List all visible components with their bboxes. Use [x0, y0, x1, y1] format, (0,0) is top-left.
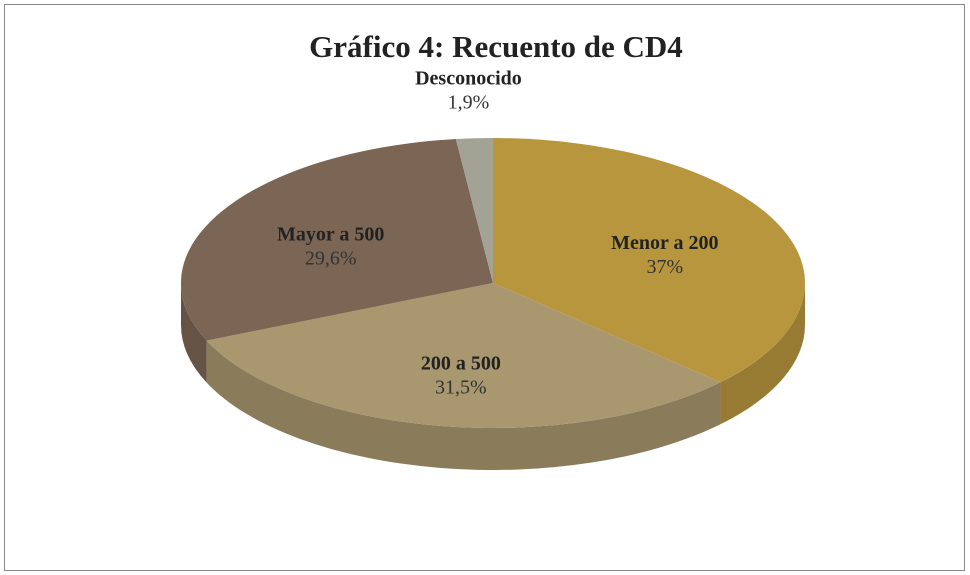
- value-label: 31,5%: [435, 376, 487, 398]
- slice: [455, 138, 493, 283]
- value-label: 1,9%: [448, 92, 490, 114]
- slice: [493, 138, 805, 383]
- slice: [206, 283, 721, 428]
- category-label: Desconocido: [415, 68, 522, 90]
- slice-side: [720, 283, 805, 425]
- value-label: 37%: [646, 256, 683, 278]
- category-label: 200 a 500: [421, 352, 501, 374]
- category-label: Menor a 200: [611, 232, 718, 254]
- category-label: Mayor a 500: [277, 223, 384, 245]
- slice-side: [181, 283, 207, 383]
- slice: [181, 139, 493, 341]
- chart-title: Gráfico 4: Recuento de CD4: [309, 29, 683, 64]
- slice-side: [206, 340, 721, 471]
- value-label: 29,6%: [305, 247, 357, 269]
